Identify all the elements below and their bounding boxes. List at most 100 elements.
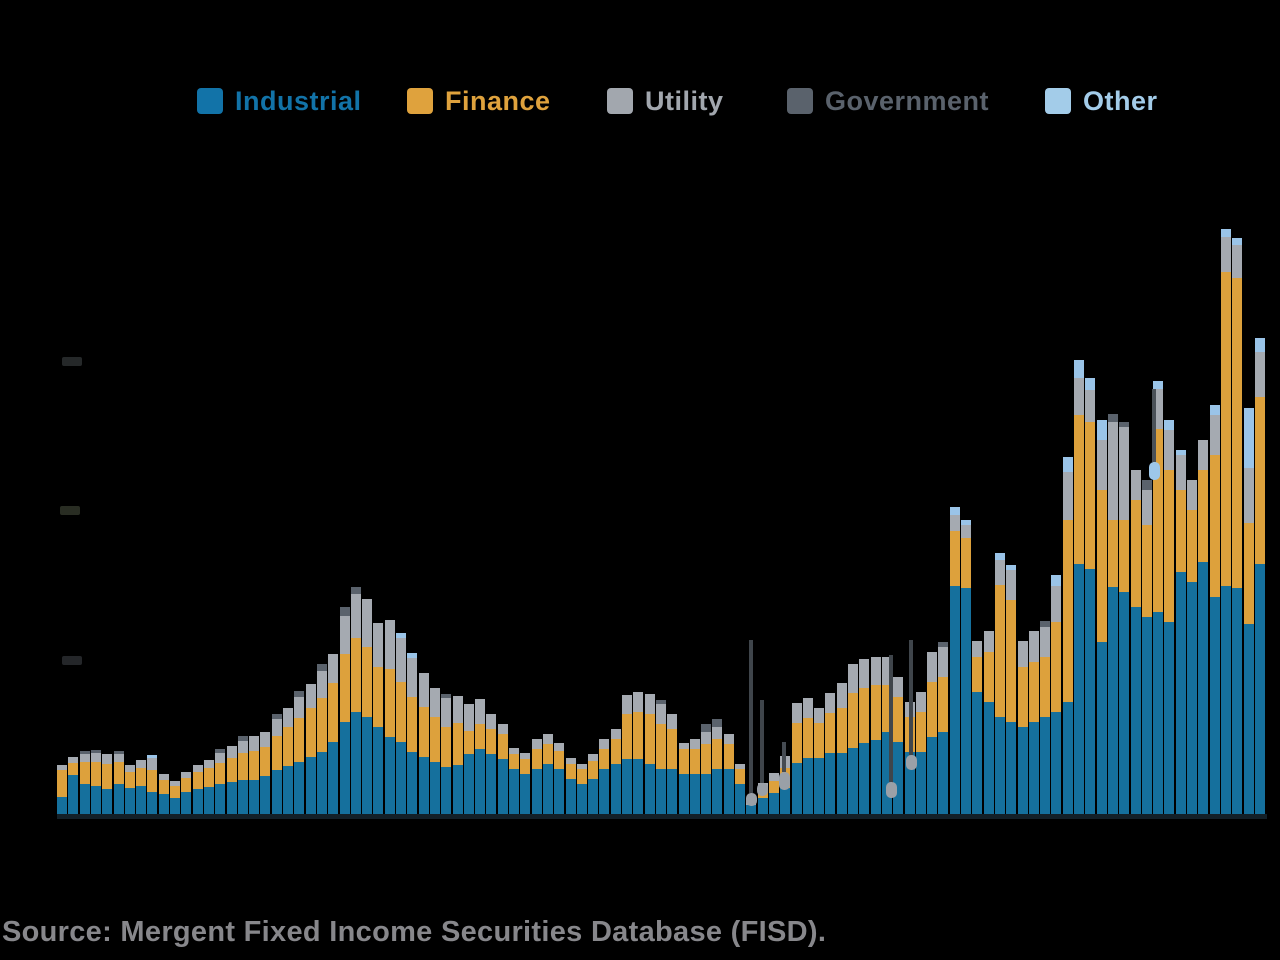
bar-segment-other [1085, 378, 1096, 390]
bar-segment-finance [68, 763, 79, 775]
bar-segment-finance [271, 736, 282, 770]
stacked-bar [215, 749, 226, 814]
bar-segment-utility [1017, 641, 1028, 667]
bar-segment-industrial [328, 742, 339, 814]
bar-segment-finance [531, 749, 542, 769]
bar-segment-finance [158, 780, 169, 794]
bar-segment-utility [396, 638, 406, 682]
bar-segment-other [1062, 457, 1073, 472]
stacked-bar [644, 694, 655, 814]
bar-segment-utility [57, 765, 67, 770]
overlay-cap [1149, 462, 1160, 480]
legend-item-finance: Finance [407, 86, 551, 116]
bar-segment-industrial [1119, 592, 1130, 814]
bar-segment-industrial [1051, 712, 1062, 814]
bar-segment-government [1119, 422, 1130, 427]
bar-segment-industrial [1175, 572, 1186, 814]
bar-segment-industrial [859, 743, 870, 814]
bar-segment-utility [893, 677, 904, 697]
bar-segment-finance [1006, 600, 1017, 722]
overlay-stem [889, 655, 893, 782]
bar-segment-finance [1164, 470, 1175, 622]
bar-segment-finance [1254, 397, 1265, 564]
stacked-bar [339, 607, 350, 814]
bar-segment-utility [113, 754, 124, 762]
bar-segment-industrial [486, 754, 497, 814]
bar-segment-finance [938, 677, 949, 732]
bar-segment-utility [1074, 378, 1084, 415]
bar-segment-finance [667, 729, 678, 769]
bar-segment-utility [1119, 427, 1130, 520]
bar-segment-finance [825, 713, 836, 753]
bar-segment-industrial [384, 737, 395, 814]
stacked-bar [689, 739, 700, 814]
stacked-bar [542, 734, 553, 814]
bar-segment-industrial [294, 762, 305, 814]
bar-segment-utility [452, 696, 463, 723]
bar-segment-finance [113, 762, 124, 784]
stacked-bar [90, 750, 101, 814]
stacked-bar [1040, 621, 1051, 814]
bar-segment-utility [927, 652, 938, 682]
bar-segment-utility [418, 673, 429, 707]
stacked-bar [859, 659, 870, 814]
bar-segment-utility [158, 774, 169, 780]
bar-segment-government [339, 607, 350, 616]
bar-segment-industrial [576, 784, 587, 814]
bar-segment-utility [215, 753, 226, 763]
bar-segment-other [1051, 575, 1062, 586]
bar-segment-finance [203, 768, 214, 787]
stacked-bar [1006, 565, 1017, 814]
bar-segment-industrial [542, 764, 553, 814]
bar-segment-finance [1187, 510, 1197, 582]
bar-segment-industrial [463, 754, 474, 814]
bar-segment-industrial [418, 757, 429, 814]
bar-segment-utility [102, 754, 113, 764]
bar-segment-utility [316, 671, 327, 698]
stacked-bar [328, 654, 339, 814]
bar-segment-utility [384, 620, 395, 669]
bar-segment-finance [328, 683, 339, 742]
stacked-bar [1062, 457, 1073, 814]
government-swatch-icon [787, 88, 813, 114]
bar-segment-industrial [802, 758, 813, 814]
bar-segment-industrial [723, 769, 734, 814]
bar-segment-finance [1085, 422, 1096, 569]
stacked-bar [407, 653, 418, 814]
bar-segment-government [113, 751, 124, 754]
bar-segment-finance [655, 724, 666, 769]
bar-segment-utility [701, 732, 712, 744]
bar-segment-industrial [836, 753, 847, 814]
stacked-bar [994, 553, 1005, 814]
bar-segment-industrial [271, 770, 282, 814]
stacked-bar [418, 673, 429, 814]
bar-segment-finance [147, 770, 158, 792]
stacked-bar [260, 732, 271, 814]
bar-segment-industrial [68, 775, 79, 814]
stacked-bar [1164, 420, 1175, 814]
bar-segment-government [441, 694, 452, 698]
bar-segment-utility [791, 703, 802, 723]
bar-segment-utility [972, 641, 983, 657]
stacked-bar [825, 693, 836, 814]
bar-segment-utility [192, 765, 203, 772]
bar-segment-finance [1051, 622, 1062, 712]
bar-segment-other [407, 653, 418, 658]
stacked-bar [1107, 414, 1118, 814]
bar-segment-utility [1096, 440, 1107, 490]
bar-segment-industrial [452, 765, 463, 814]
bar-segment-utility [983, 631, 994, 652]
bar-segment-utility [441, 698, 452, 727]
bar-segment-finance [170, 786, 180, 798]
bar-segment-finance [893, 697, 904, 742]
bar-segment-finance [972, 657, 983, 692]
bar-segment-finance [588, 761, 599, 779]
overlay-cap [906, 755, 917, 770]
stacked-bar [983, 631, 994, 814]
bar-segment-industrial [655, 769, 666, 814]
bar-segment-utility [723, 734, 734, 744]
bar-segment-industrial [1254, 564, 1265, 814]
bar-segment-utility [1130, 470, 1141, 500]
bar-segment-finance [237, 753, 248, 780]
